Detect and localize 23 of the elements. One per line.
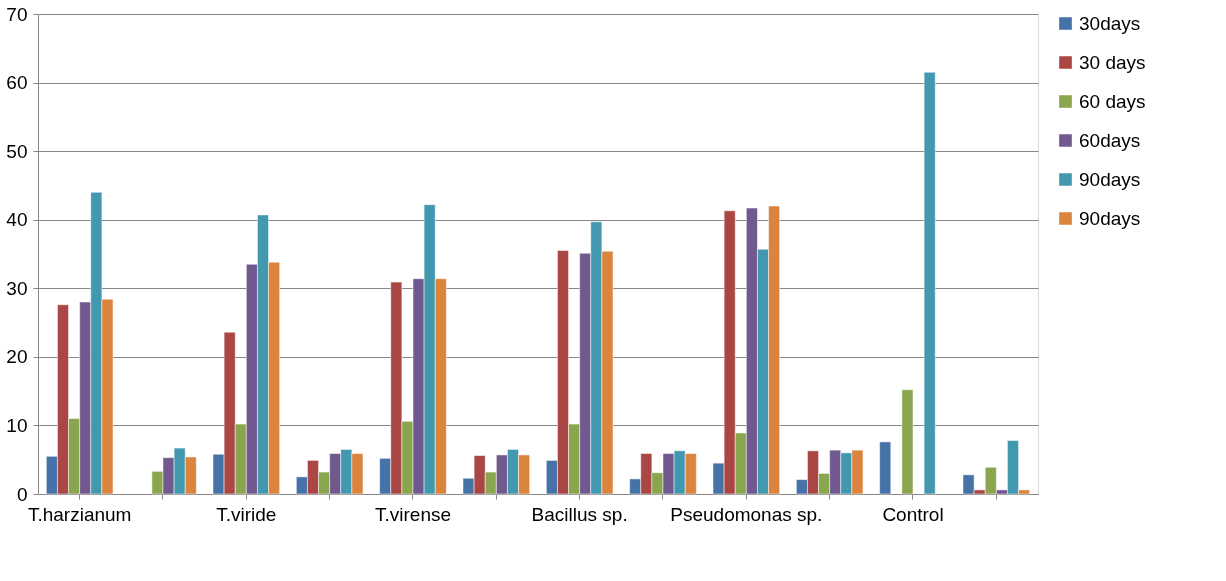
- legend-label: 60 days: [1079, 90, 1146, 112]
- x-tick-label: T.virense: [374, 503, 452, 525]
- legend-label: 30days: [1079, 12, 1141, 34]
- y-tick-label: 40: [6, 209, 28, 231]
- bar: [901, 389, 914, 495]
- bar: [879, 441, 892, 495]
- y-tick-label: 70: [6, 3, 28, 25]
- legend-label: 90days: [1079, 168, 1141, 190]
- y-tick-label: 20: [6, 346, 28, 368]
- y-tick-label: 10: [6, 414, 28, 436]
- y-tick-label: 60: [6, 72, 28, 94]
- bar: [923, 72, 936, 495]
- x-tick-label: Control: [882, 503, 944, 525]
- legend-label: 60days: [1079, 129, 1141, 151]
- y-tick-label: 0: [16, 483, 28, 505]
- x-tick-label: Pseudomonas sp.: [670, 503, 823, 525]
- y-tick-label: 50: [6, 140, 28, 162]
- x-tick-label: T.harzianum: [27, 503, 132, 525]
- y-tick-label: 30: [6, 277, 28, 299]
- legend-label: 90days: [1079, 207, 1141, 229]
- x-tick-label: Bacillus sp.: [531, 503, 628, 525]
- legend-label: 30 days: [1079, 51, 1146, 73]
- x-tick-label: T.viride: [216, 503, 277, 525]
